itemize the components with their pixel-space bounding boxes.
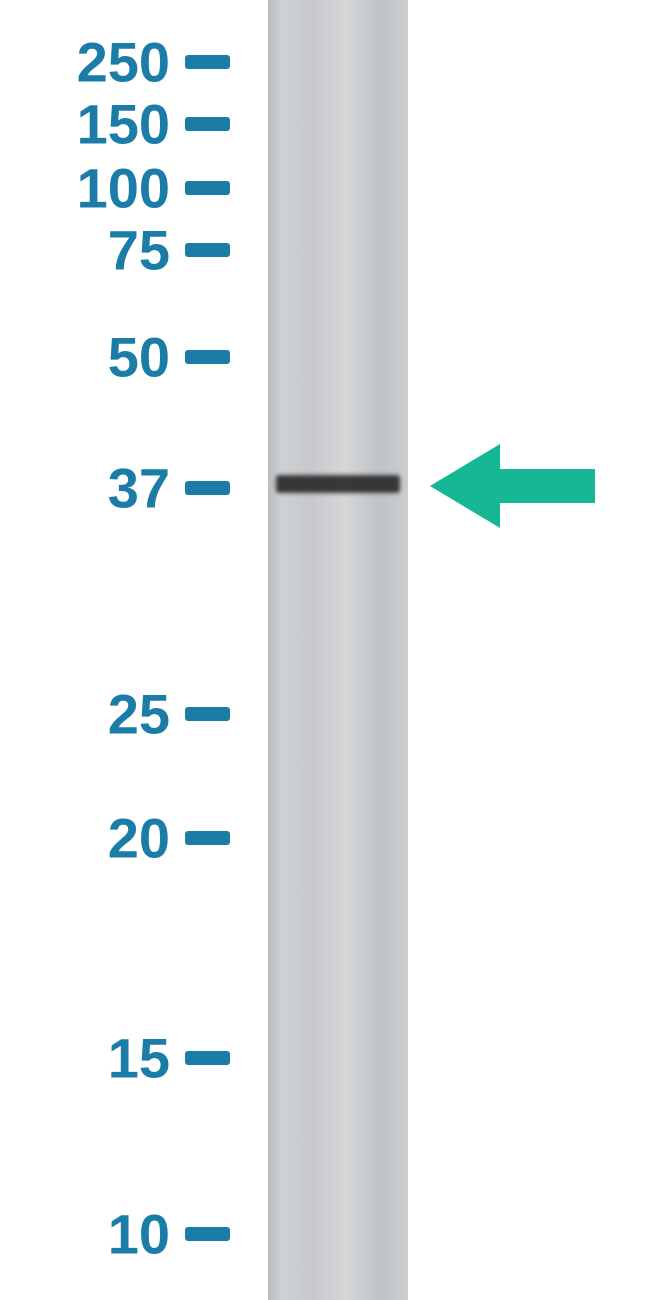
marker-tick [185,481,230,495]
marker-tick [185,1051,230,1065]
blot-lane [268,0,408,1300]
marker-label: 75 [0,218,170,283]
arrow-shaft [500,469,595,503]
marker-tick [185,350,230,364]
marker-label: 20 [0,806,170,871]
marker-label: 150 [0,92,170,157]
marker-label: 10 [0,1202,170,1267]
marker-label: 250 [0,30,170,95]
marker-label: 37 [0,456,170,521]
marker-tick [185,1227,230,1241]
marker-label: 50 [0,325,170,390]
marker-tick [185,181,230,195]
western-blot-figure: 25015010075 50 37 25 20 15 10 [0,0,650,1300]
marker-tick [185,117,230,131]
arrow-head-icon [430,444,500,528]
protein-band [276,475,400,493]
marker-tick [185,707,230,721]
indicator-arrow [430,444,595,528]
marker-label: 15 [0,1026,170,1091]
marker-tick [185,243,230,257]
marker-tick [185,55,230,69]
marker-tick [185,831,230,845]
marker-label: 25 [0,682,170,747]
marker-label: 100 [0,156,170,221]
